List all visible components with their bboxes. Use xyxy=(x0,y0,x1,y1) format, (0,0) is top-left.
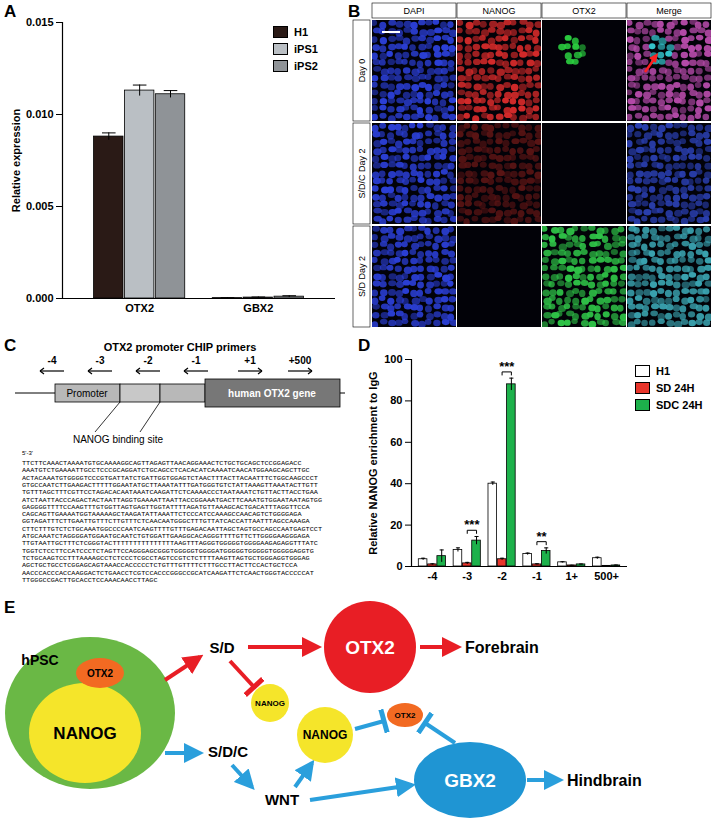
svg-text:TCTGCAAGTCCTTTAAAAGCCTCTCCCTCG: TCTGCAAGTCCTTTAAAAGCCTCTCCCTCGCCTAGTCCGT… xyxy=(22,555,310,562)
svg-text:-4: -4 xyxy=(48,355,57,366)
html-text:SD 24H: SD 24H xyxy=(656,382,695,394)
svg-text:40: 40 xyxy=(390,477,402,489)
svg-text:human OTX2 gene: human OTX2 gene xyxy=(228,388,316,399)
svg-text:TTCTTCAAACTAAAATGTGCAAAAGGCAGT: TTCTTCAAACTAAAATGTGCAAAAGGCAGTTAGAGTTAAC… xyxy=(22,460,302,467)
svg-text:GBX2: GBX2 xyxy=(243,302,273,314)
svg-text:0: 0 xyxy=(396,560,402,572)
svg-text:+1: +1 xyxy=(244,355,256,366)
svg-text:GTGCCAATCTTGAAGACTTTTTGGAATATG: GTGCCAATCTTGAAGACTTTTTGGAATATGCTTAAATATT… xyxy=(22,482,319,489)
svg-text:-3: -3 xyxy=(96,355,105,366)
svg-text:Merge: Merge xyxy=(656,6,682,16)
svg-text:0.005: 0.005 xyxy=(26,200,54,212)
html-text:iPS2: iPS2 xyxy=(294,60,318,72)
html-text:H1: H1 xyxy=(294,26,309,38)
svg-text:100: 100 xyxy=(384,353,402,365)
svg-text:GAGGGGTTTTCCAAGTTTGTGGTTAGTGAG: GAGGGGTTTTCCAAGTTTGTGGTTAGTGAGTTGGTATTTT… xyxy=(22,504,310,511)
svg-text:-4: -4 xyxy=(428,570,439,582)
svg-text:WNT: WNT xyxy=(265,791,299,808)
svg-text:Hindbrain: Hindbrain xyxy=(567,772,642,789)
svg-text:ATCTAATTACCCAGACTACTAATTAGGTGA: ATCTAATTACCCAGACTACTAATTAGGTGAAAATTAATTA… xyxy=(22,497,323,504)
html-text:E: E xyxy=(4,598,16,617)
svg-text:OTX2: OTX2 xyxy=(395,711,416,720)
svg-text:S/D: S/D xyxy=(209,639,234,656)
svg-text:TTGTAATTGCTTTCTCGGGTACTTTTTTTT: TTGTAATTGCTTTCTCGGGTACTTTTTTTTTTTTTTTAAG… xyxy=(22,540,319,547)
svg-text:60: 60 xyxy=(390,436,402,448)
svg-text:hPSC: hPSC xyxy=(21,652,58,668)
svg-text:-1: -1 xyxy=(532,570,542,582)
svg-text:0.015: 0.015 xyxy=(26,16,54,28)
svg-text:ACTACAAATGTGGGGTCCCGTGATTATCTG: ACTACAAATGTGGGGTCCCGTGATTATCTGATTGGTGGAG… xyxy=(22,475,319,482)
html-text:D: D xyxy=(358,336,371,355)
svg-text:***: *** xyxy=(499,359,515,374)
svg-text:Relative expression: Relative expression xyxy=(10,109,22,213)
svg-text:Day 0: Day 0 xyxy=(357,59,367,83)
svg-text:0.010: 0.010 xyxy=(26,108,54,120)
svg-text:OTX2: OTX2 xyxy=(125,302,154,314)
svg-text:GBX2: GBX2 xyxy=(444,770,496,791)
svg-text:S/D/C: S/D/C xyxy=(208,743,248,760)
svg-text:0.000: 0.000 xyxy=(26,292,54,304)
svg-text:DAPI: DAPI xyxy=(403,6,424,16)
svg-text:NANOG: NANOG xyxy=(482,6,515,16)
svg-text:1+: 1+ xyxy=(565,570,578,582)
svg-text:CTTCTTTGTCTCTGCAAATGGCCCCAATCA: CTTCTTTGTCTCTGCAAATGGCCCCAATCAAGTTTTGTTT… xyxy=(22,526,323,533)
svg-text:Forebrain: Forebrain xyxy=(465,639,539,656)
svg-text:NANOG: NANOG xyxy=(255,699,285,708)
svg-text:AACCCACCCACCAAGGACTCTGAACCTCGT: AACCCACCCACCAAGGACTCTGAACCTCGTCCACCCGGGC… xyxy=(22,570,314,577)
svg-text:TGTTTAGCTTTCGTTCCTAGACACAATAAA: TGTTTAGCTTTCGTTCCTAGACACAATAAATCAAGATTCT… xyxy=(22,489,319,496)
svg-text:Relative NANOG enrichment to I: Relative NANOG enrichment to IgG xyxy=(367,371,379,554)
svg-text:ATGCAAATCTAGGGGATGGAATGCAATCTG: ATGCAAATCTAGGGGATGGAATGCAATCTGTGGATTGAAG… xyxy=(22,533,310,540)
svg-text:GGTAGATTTCTTGAATTGTTTCTTGTTTCT: GGTAGATTTCTTGAATTGTTTCTTGTTTCTCAACAATGGG… xyxy=(22,518,310,525)
svg-text:-2: -2 xyxy=(497,570,507,582)
svg-text:S/D/C Day 2: S/D/C Day 2 xyxy=(357,148,367,198)
svg-text:OTX2: OTX2 xyxy=(87,668,114,679)
svg-text:NANOG: NANOG xyxy=(53,724,116,743)
html-text:B: B xyxy=(348,2,361,21)
svg-text:500+: 500+ xyxy=(594,570,619,582)
svg-text:OTX2: OTX2 xyxy=(345,637,395,658)
svg-text:AGCTGCTGCCTCGGAGCAGTAAACCACCCC: AGCTGCTGCCTCGGAGCAGTAAACCACCCCCTCTGTTTGT… xyxy=(22,562,298,569)
html-text:C: C xyxy=(4,336,17,355)
html-text:SDC 24H: SDC 24H xyxy=(656,399,703,411)
svg-text:TGGTCTCCTTCCATCCCTCTAGTTCCAGGG: TGGTCTCCTTCCATCCCTCTAGTTCCAGGGAGCGGGTGGG… xyxy=(22,548,314,555)
svg-text:OTX2 promoter CHIP primers: OTX2 promoter CHIP primers xyxy=(104,341,257,353)
svg-text:5'-3': 5'-3' xyxy=(22,450,33,456)
svg-text:S/D Day 2: S/D Day 2 xyxy=(357,256,367,297)
svg-text:80: 80 xyxy=(390,394,402,406)
svg-text:-3: -3 xyxy=(462,570,472,582)
svg-text:-2: -2 xyxy=(144,355,153,366)
svg-text:20: 20 xyxy=(390,519,402,531)
svg-text:NANOG: NANOG xyxy=(303,728,348,742)
svg-text:NANOG binding site: NANOG binding site xyxy=(73,434,163,445)
svg-text:**: ** xyxy=(537,529,548,544)
html-text:H1: H1 xyxy=(656,365,671,377)
svg-text:AAATGTCTGAAAATTGCCTCCCGCAGGATC: AAATGTCTGAAAATTGCCTCCCGCAGGATCTGCAGCCTCA… xyxy=(22,467,310,474)
svg-text:CAGCAGTTGAAAATGGTAAAAAGCTAAGAT: CAGCAGTTGAAAATGGTAAAAAGCTAAGATATTAAATTCT… xyxy=(22,511,302,518)
svg-text:+500: +500 xyxy=(289,355,312,366)
svg-text:Promoter: Promoter xyxy=(66,388,108,399)
svg-text:OTX2: OTX2 xyxy=(572,6,596,16)
html-text:A: A xyxy=(4,2,17,21)
svg-text:-1: -1 xyxy=(192,355,201,366)
svg-text:***: *** xyxy=(464,517,480,532)
svg-text:TTGGGCCGACTTGCACCTCCAAACAACCTT: TTGGGCCGACTTGCACCTCCAAACAACCTTAGC xyxy=(22,577,158,584)
html-text:iPS1: iPS1 xyxy=(294,43,318,55)
